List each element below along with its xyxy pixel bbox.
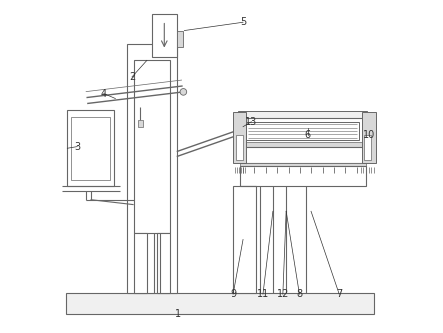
Text: 1: 1 <box>175 309 182 319</box>
Bar <box>233 186 256 292</box>
Bar <box>134 233 147 292</box>
Text: 10: 10 <box>363 130 375 140</box>
Bar <box>127 44 177 292</box>
Bar <box>240 142 366 147</box>
Text: 11: 11 <box>257 289 269 299</box>
Text: 3: 3 <box>74 142 80 152</box>
Bar <box>240 119 366 143</box>
Bar <box>66 292 374 314</box>
Bar <box>134 60 170 233</box>
Bar <box>177 31 183 47</box>
Text: 7: 7 <box>336 289 342 299</box>
Bar <box>240 147 366 163</box>
Text: 9: 9 <box>230 289 236 299</box>
Bar <box>362 112 376 163</box>
Bar <box>233 112 246 163</box>
Bar <box>152 14 177 57</box>
Text: 13: 13 <box>245 117 257 127</box>
Bar <box>138 120 143 127</box>
Bar <box>67 110 114 186</box>
Bar <box>240 163 366 166</box>
Bar <box>238 111 367 119</box>
Text: 8: 8 <box>296 289 303 299</box>
Bar <box>70 117 110 180</box>
Bar <box>364 135 371 160</box>
Text: 6: 6 <box>305 130 311 140</box>
Text: 2: 2 <box>129 72 135 82</box>
Bar <box>246 122 359 140</box>
Bar <box>240 166 366 186</box>
Text: 5: 5 <box>240 17 246 27</box>
Bar <box>157 233 170 292</box>
Text: 12: 12 <box>277 289 289 299</box>
Bar <box>237 135 243 160</box>
Text: 4: 4 <box>101 89 107 99</box>
Circle shape <box>180 89 187 95</box>
